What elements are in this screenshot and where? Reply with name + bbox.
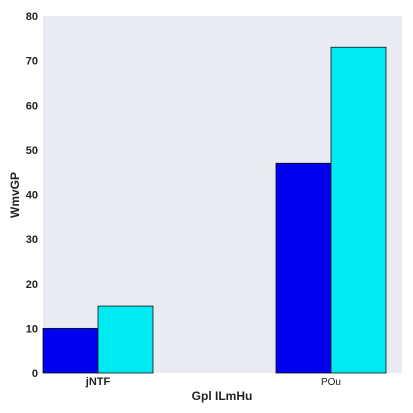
y-tick-label: 20 [26,279,38,291]
y-tick-label: 30 [26,234,38,246]
bar-POu-series-1 [275,162,332,374]
y-tick-labels: 0 10 20 30 40 50 60 70 80 [26,11,38,380]
y-tick-label: 0 [32,368,38,380]
y-tick-label: 70 [26,56,38,68]
y-axis-label: WmvGP [8,172,22,218]
y-tick-label: 10 [26,323,38,335]
bar-jNTF-series-1 [42,327,99,374]
bar-jNTF-series-2 [97,305,154,374]
x-tick-label: jNTF [85,376,111,388]
y-tick-label: 80 [26,11,38,23]
bar-POu-series-2 [330,46,387,374]
x-tick-label: POu [321,377,341,388]
y-tick-label: 40 [26,190,38,202]
x-axis-label: Gpl ILmHu [192,389,253,403]
bars-group [42,46,387,374]
x-tick-labels: jNTF POu [85,376,341,388]
y-tick-label: 60 [26,100,38,112]
y-tick-label: 50 [26,145,38,157]
